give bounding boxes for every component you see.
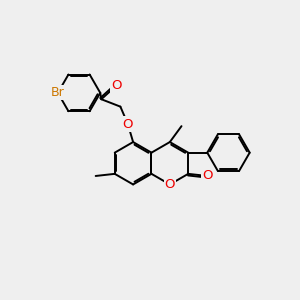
Text: O: O [202, 169, 212, 182]
Text: O: O [165, 178, 175, 191]
Text: O: O [123, 118, 133, 130]
Text: O: O [111, 79, 122, 92]
Text: Br: Br [51, 86, 65, 99]
